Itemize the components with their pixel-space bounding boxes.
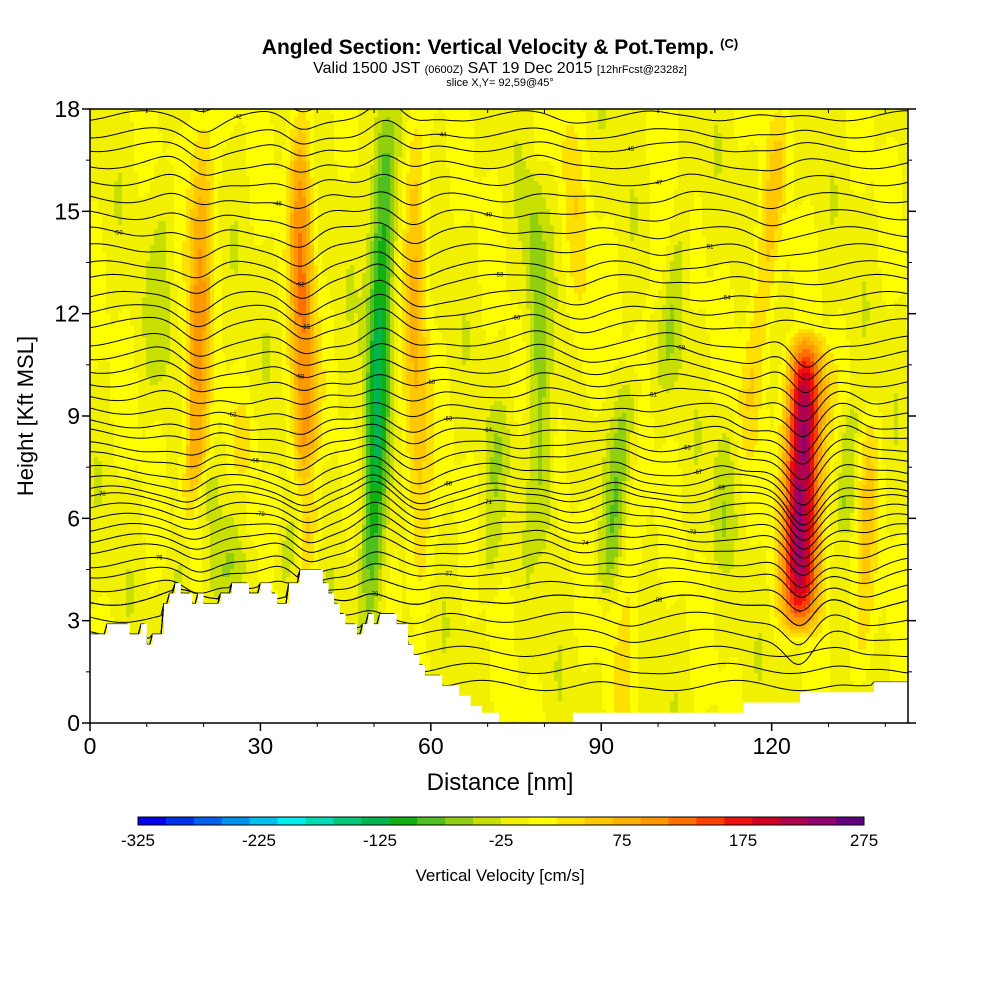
theta-contour-label: -61	[648, 392, 657, 398]
theta-contour-label: -54	[722, 296, 731, 302]
colorbar-tick-label: -325	[121, 831, 155, 850]
colorbar-tick-label: 75	[613, 831, 632, 850]
colorbar-swatch	[473, 817, 501, 825]
theta-contour-label: -63	[444, 417, 453, 423]
theta-contour-label: -51	[705, 244, 714, 250]
colorbar-swatch	[278, 817, 306, 825]
theta-contour-label: -58	[676, 346, 685, 352]
x-tick-label: 90	[588, 733, 614, 759]
colorbar: -325 -225 -125 -25 75 175 275	[121, 817, 878, 850]
theta-contour-label: -44	[438, 133, 447, 139]
colorbar-swatch	[780, 817, 808, 825]
theta-contour-label: -71	[483, 500, 492, 506]
theta-contour	[90, 80, 908, 112]
theta-contour-label: -80	[654, 598, 663, 604]
theta-contour-label: -47	[654, 180, 663, 186]
theta-contour-label: -76	[154, 555, 163, 561]
colorbar-swatch	[445, 817, 473, 825]
colorbar-tick-label: -25	[489, 831, 514, 850]
colorbar-swatch	[417, 817, 445, 825]
x-tick-label: 30	[248, 733, 274, 759]
colorbar-tick-label: -225	[242, 831, 276, 850]
theta-contour-label: -77	[444, 572, 453, 578]
y-tick-label: 0	[67, 710, 80, 736]
y-tick-label: 3	[67, 608, 80, 634]
colorbar-swatch	[696, 817, 724, 825]
theta-contour-label: -56	[512, 315, 521, 321]
colorbar-tick-label: 275	[850, 831, 878, 850]
y-tick-label: 18	[54, 96, 80, 122]
colorbar-swatch	[306, 817, 334, 825]
theta-contour-label: -64	[483, 428, 492, 434]
colorbar-swatch	[194, 817, 222, 825]
theta-contour-label: -55	[302, 325, 311, 331]
theta-contour-label: -53	[495, 272, 504, 278]
theta-contour-label: -67	[693, 470, 702, 476]
theta-contour-label: -66	[250, 458, 259, 464]
colorbar-swatch	[333, 817, 361, 825]
cross-section-chart: -42 -44 -45 -47 -48 -49 -50 -51 -52 -53 -54 -55 -56 -…	[0, 0, 1000, 1000]
theta-contour-label: -73	[688, 530, 697, 536]
theta-contour-label: -65	[682, 446, 691, 452]
theta-contour-label: -52	[296, 282, 305, 288]
colorbar-swatch	[138, 817, 166, 825]
colorbar-swatch	[669, 817, 697, 825]
x-tick-label: 60	[418, 733, 444, 759]
colorbar-swatch	[836, 817, 864, 825]
theta-contour-label: -70	[97, 492, 106, 498]
colorbar-swatch	[613, 817, 641, 825]
colorbar-swatch	[724, 817, 752, 825]
theta-contour-label: -60	[426, 380, 435, 386]
colorbar-swatch	[808, 817, 836, 825]
colorbar-label: Vertical Velocity [cm/s]	[415, 866, 584, 885]
theta-contour-label: -42	[233, 115, 242, 121]
y-tick-label: 9	[67, 403, 80, 429]
theta-contour-label: -69	[716, 485, 725, 491]
colorbar-swatch	[529, 817, 557, 825]
colorbar-tick-label: 175	[729, 831, 757, 850]
theta-contour-label: -48	[273, 201, 282, 207]
colorbar-swatch	[361, 817, 389, 825]
colorbar-swatch	[585, 817, 613, 825]
theta-contour-label: -45	[625, 147, 634, 153]
y-tick-label: 15	[54, 198, 80, 224]
x-tick-label: 120	[752, 733, 790, 759]
colorbar-swatch	[166, 817, 194, 825]
x-tick-label: 0	[84, 733, 97, 759]
colorbar-tick-label: -125	[363, 831, 397, 850]
theta-contour-label: -74	[580, 541, 589, 547]
theta-contour-label: -49	[483, 212, 492, 218]
theta-contour-label: -50	[114, 230, 123, 236]
theta-contour-label: -62	[228, 412, 237, 418]
theta-contour-label: -59	[296, 375, 305, 381]
colorbar-swatch	[641, 817, 669, 825]
theta-contour-label: -72	[256, 512, 265, 518]
colorbar-swatch	[222, 817, 250, 825]
x-axis-label: Distance [nm]	[427, 769, 574, 796]
y-tick-label: 6	[67, 505, 80, 531]
y-tick-label: 12	[54, 301, 80, 327]
theta-contour-label: -68	[444, 482, 453, 488]
colorbar-swatch	[752, 817, 780, 825]
colorbar-swatch	[557, 817, 585, 825]
y-axis-label: Height [Kft MSL]	[13, 336, 38, 496]
colorbar-swatch	[389, 817, 417, 825]
colorbar-swatch	[501, 817, 529, 825]
colorbar-swatch	[250, 817, 278, 825]
